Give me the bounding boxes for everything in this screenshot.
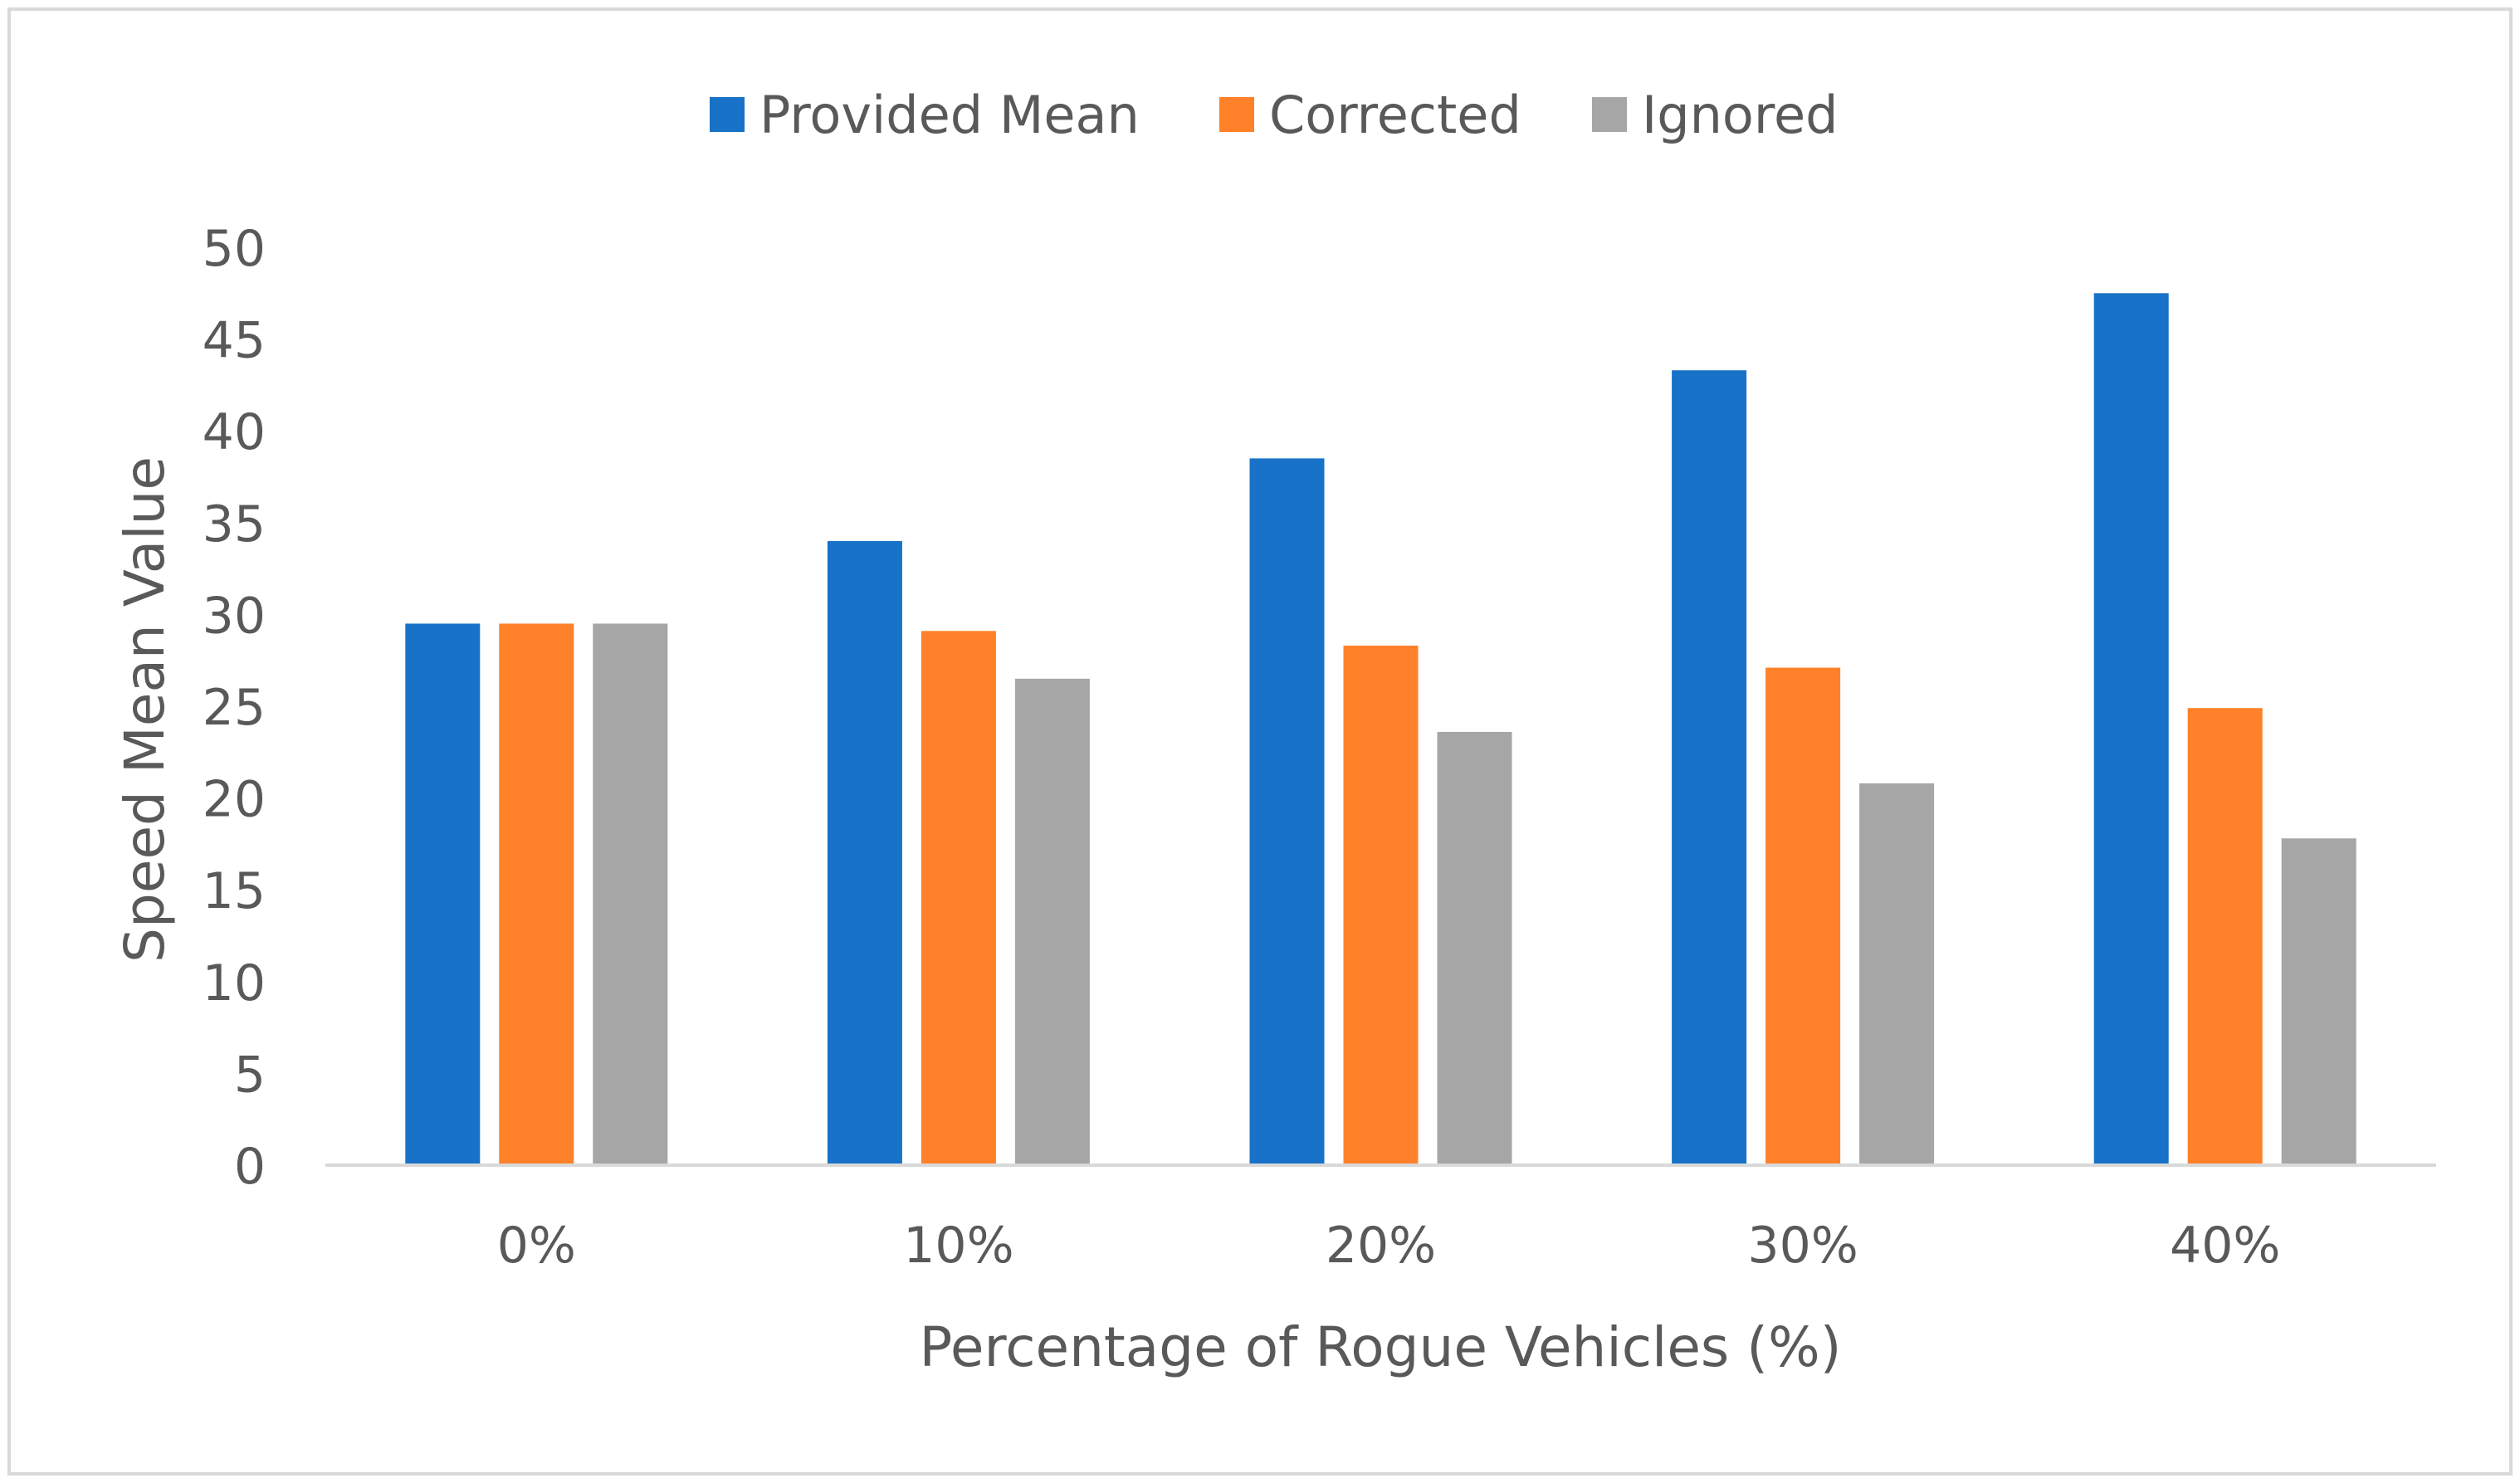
- legend-label: Provided Mean: [759, 85, 1140, 145]
- y-tick-label: 45: [203, 312, 266, 370]
- bar-corrected-2: [1343, 646, 1419, 1165]
- y-tick-label: 30: [203, 587, 266, 645]
- bar-provided-mean-4: [2093, 293, 2169, 1165]
- y-tick-label: 5: [234, 1046, 266, 1104]
- y-tick-label: 15: [203, 862, 266, 920]
- x-tick-label: 30%: [1747, 1217, 1858, 1275]
- bar-provided-mean-0: [405, 623, 481, 1165]
- legend-label: Corrected: [1269, 85, 1521, 145]
- bar-ignored-2: [1437, 731, 1512, 1165]
- bar-corrected-4: [2187, 708, 2263, 1165]
- x-tick-label: 10%: [903, 1217, 1013, 1275]
- y-axis-ticks: 0 5 10 15 20 25 30 35 40 45 50: [203, 220, 266, 1196]
- legend-swatch: [1219, 97, 1254, 132]
- x-tick-label: 0%: [497, 1217, 576, 1275]
- bar-corrected-0: [499, 623, 574, 1165]
- bars: [405, 293, 2356, 1166]
- bar-ignored-4: [2281, 838, 2356, 1165]
- bar-ignored-3: [1859, 783, 1935, 1165]
- legend-swatch: [1592, 97, 1627, 132]
- y-tick-label: 40: [203, 403, 266, 461]
- legend-label: Ignored: [1642, 85, 1839, 145]
- bar-ignored-0: [593, 623, 668, 1165]
- legend: Provided Mean Corrected Ignored: [710, 85, 1839, 145]
- y-tick-label: 25: [203, 679, 266, 737]
- x-axis-ticks: 0% 10% 20% 30% 40%: [497, 1217, 2281, 1275]
- y-axis-title: Speed Mean Value: [113, 456, 177, 963]
- bar-ignored-1: [1014, 678, 1090, 1165]
- x-tick-label: 40%: [2170, 1217, 2280, 1275]
- bar-provided-mean-1: [827, 540, 902, 1165]
- bar-provided-mean-3: [1672, 370, 1747, 1166]
- bar-provided-mean-2: [1249, 458, 1325, 1165]
- y-tick-label: 20: [203, 771, 266, 829]
- y-tick-label: 0: [234, 1138, 266, 1196]
- legend-swatch: [710, 97, 745, 132]
- y-tick-label: 35: [203, 495, 266, 554]
- bar-corrected-3: [1765, 667, 1841, 1165]
- bar-corrected-1: [921, 631, 996, 1165]
- x-axis-title: Percentage of Rogue Vehicles (%): [919, 1315, 1841, 1379]
- y-tick-label: 50: [203, 220, 266, 278]
- y-tick-label: 10: [203, 954, 266, 1012]
- x-tick-label: 20%: [1326, 1217, 1436, 1275]
